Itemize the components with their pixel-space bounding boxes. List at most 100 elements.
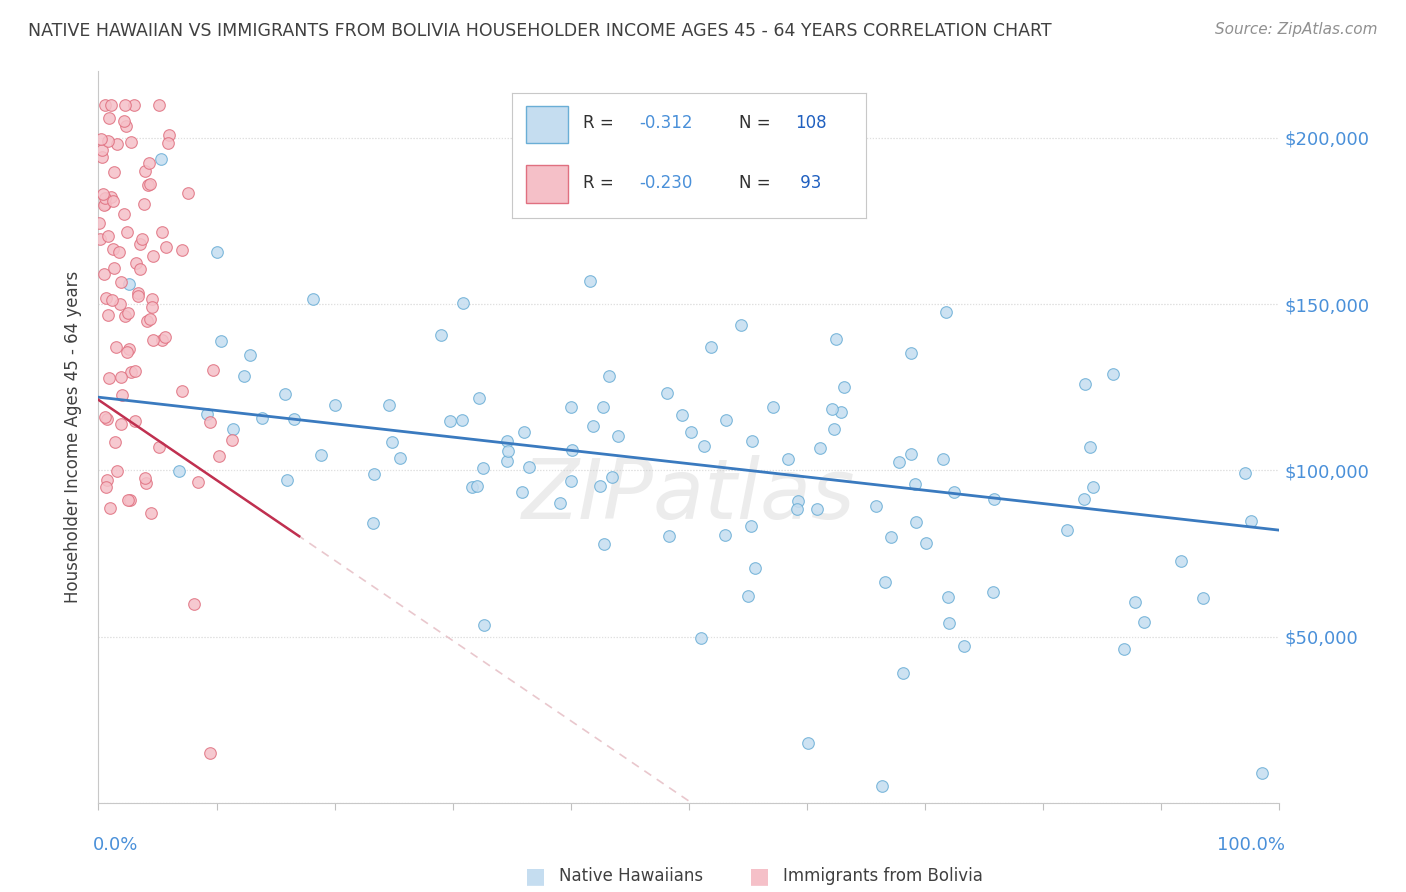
Point xyxy=(430,327,453,342)
Point xyxy=(138,156,160,170)
Point xyxy=(589,479,612,493)
Point xyxy=(131,232,153,246)
Point xyxy=(135,476,157,491)
Point xyxy=(127,285,149,300)
Point xyxy=(1133,615,1156,629)
Point xyxy=(93,97,115,112)
Point xyxy=(808,441,831,455)
Point xyxy=(170,244,193,258)
Point xyxy=(1056,523,1078,537)
Point xyxy=(943,485,966,500)
Point xyxy=(550,495,572,509)
Point xyxy=(797,736,820,750)
Point xyxy=(460,480,482,494)
Point xyxy=(155,240,177,254)
Point xyxy=(127,288,149,302)
Point xyxy=(239,348,262,362)
Point xyxy=(389,451,412,466)
Point xyxy=(451,413,474,427)
Point xyxy=(714,413,737,427)
Point xyxy=(110,417,132,431)
Point xyxy=(139,312,162,326)
Point xyxy=(378,399,401,413)
Point xyxy=(90,150,112,164)
Point xyxy=(737,590,759,604)
Point xyxy=(953,640,976,654)
Point xyxy=(108,245,131,260)
Point xyxy=(105,136,128,151)
Point xyxy=(658,529,681,543)
Point xyxy=(222,422,245,436)
Point xyxy=(468,391,491,405)
Point xyxy=(1083,480,1105,494)
Point xyxy=(276,473,298,487)
Point xyxy=(592,400,614,414)
Point xyxy=(513,425,536,440)
Point xyxy=(101,293,124,307)
Point xyxy=(870,779,893,793)
Text: ■: ■ xyxy=(524,866,546,886)
Point xyxy=(714,528,737,542)
Point xyxy=(472,617,495,632)
Point xyxy=(169,464,191,478)
Point xyxy=(233,368,256,383)
Point xyxy=(112,113,135,128)
Point xyxy=(93,198,115,212)
Point xyxy=(471,460,494,475)
Point xyxy=(156,136,179,151)
Point xyxy=(207,450,229,464)
Point xyxy=(561,442,583,457)
Point xyxy=(110,369,132,384)
Point xyxy=(148,440,170,454)
Point xyxy=(221,433,243,447)
Point xyxy=(103,260,125,275)
Point xyxy=(91,187,114,202)
Point xyxy=(981,584,1004,599)
Point xyxy=(112,207,135,221)
Point xyxy=(1234,466,1257,480)
Point xyxy=(880,530,903,544)
Point xyxy=(496,434,519,449)
Point xyxy=(1102,368,1125,382)
Point xyxy=(553,197,575,211)
Point xyxy=(983,491,1005,506)
Point xyxy=(274,387,297,401)
Point xyxy=(124,364,146,378)
Point xyxy=(1251,765,1274,780)
Point xyxy=(496,454,519,468)
Point xyxy=(89,216,111,230)
Point xyxy=(560,401,582,415)
Point xyxy=(681,425,703,440)
Point xyxy=(904,476,927,491)
Point xyxy=(451,296,474,310)
Point xyxy=(134,471,156,485)
Point xyxy=(821,402,844,417)
Point xyxy=(740,518,762,533)
Text: Source: ZipAtlas.com: Source: ZipAtlas.com xyxy=(1215,22,1378,37)
Point xyxy=(690,632,713,646)
Point xyxy=(138,178,160,192)
Point xyxy=(1112,641,1135,656)
Point xyxy=(157,128,180,143)
Point xyxy=(122,97,145,112)
Point xyxy=(104,435,127,450)
Point xyxy=(606,429,628,443)
Point xyxy=(787,494,810,508)
Point xyxy=(141,292,163,306)
Point xyxy=(744,561,766,575)
Point xyxy=(762,400,785,414)
Point xyxy=(94,480,117,494)
Point xyxy=(825,332,848,346)
Text: ■: ■ xyxy=(749,866,770,886)
Point xyxy=(97,111,120,125)
Point xyxy=(1240,514,1263,528)
Point xyxy=(592,537,614,551)
Point xyxy=(900,447,922,461)
Point xyxy=(115,344,138,359)
Point xyxy=(177,186,200,200)
Point xyxy=(887,455,910,469)
Text: NATIVE HAWAIIAN VS IMMIGRANTS FROM BOLIVIA HOUSEHOLDER INCOME AGES 45 - 64 YEARS: NATIVE HAWAIIAN VS IMMIGRANTS FROM BOLIV… xyxy=(28,22,1052,40)
Point xyxy=(111,388,134,402)
Point xyxy=(1192,591,1215,605)
Point xyxy=(94,191,117,205)
